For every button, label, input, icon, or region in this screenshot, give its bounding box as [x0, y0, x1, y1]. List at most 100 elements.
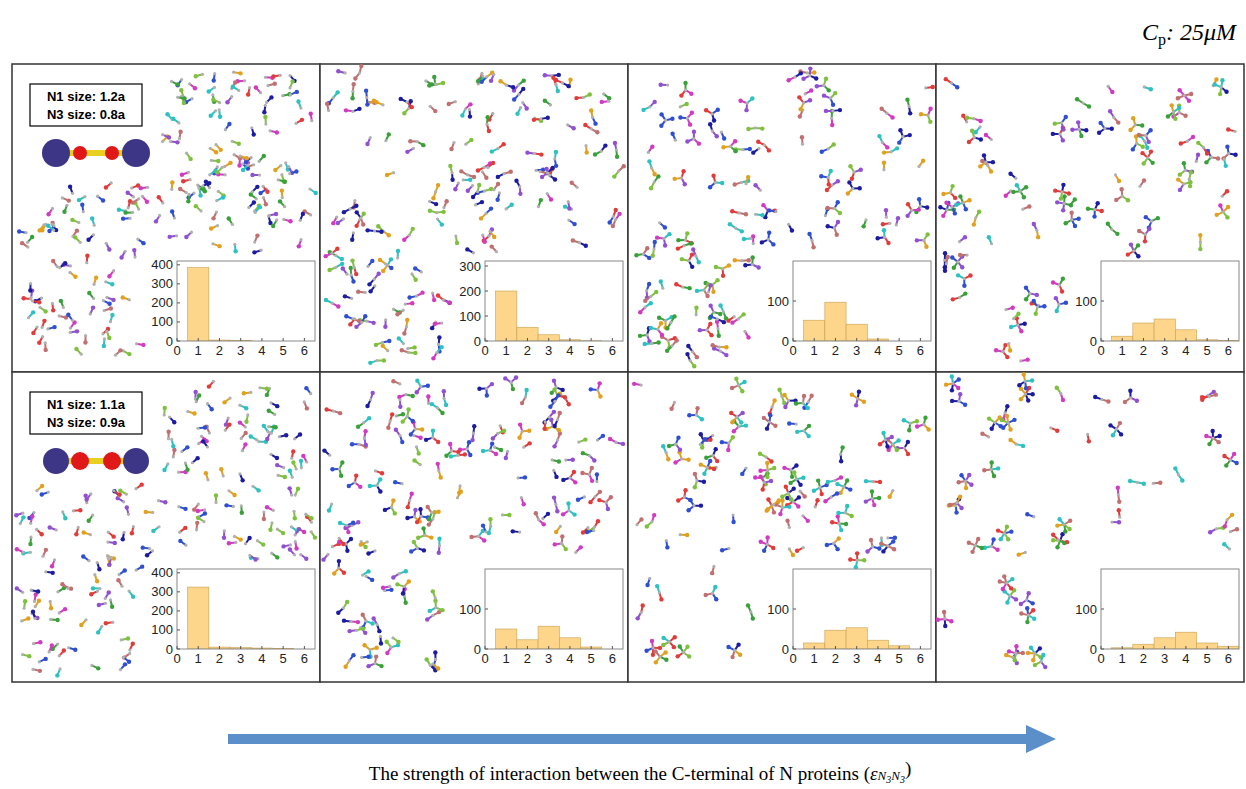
molecule-core — [642, 252, 645, 255]
x-tick-label: 2 — [216, 343, 223, 358]
molecule-core — [175, 234, 178, 237]
molecule-head — [593, 121, 597, 125]
molecule-head — [110, 313, 114, 317]
molecule-head — [141, 343, 145, 347]
molecule-core — [442, 298, 445, 301]
molecule-head — [121, 295, 125, 299]
molecule-head — [859, 167, 863, 171]
molecule-head — [434, 202, 438, 206]
molecule-head — [353, 76, 357, 80]
molecule-core — [737, 211, 740, 214]
x-tick-label: 6 — [917, 343, 924, 358]
molecule-core — [716, 327, 719, 330]
molecule-head — [274, 212, 278, 216]
y-tick-label: 0 — [166, 334, 173, 349]
molecule-core — [364, 291, 367, 294]
molecule-head — [667, 232, 671, 236]
molecule-core — [485, 123, 488, 126]
molecule-head — [522, 78, 526, 82]
molecule-core — [406, 347, 409, 350]
molecule-core — [888, 222, 891, 225]
molecule-core — [279, 164, 282, 167]
molecule-head — [178, 130, 182, 134]
molecule-head — [350, 238, 354, 242]
molecule-core — [386, 349, 389, 352]
molecule-core — [729, 145, 732, 148]
molecule-head — [1189, 92, 1193, 96]
molecule-head — [344, 314, 348, 318]
molecule-head — [571, 238, 575, 242]
molecule-core — [24, 231, 27, 234]
molecule-head — [431, 196, 435, 200]
molecule-core — [213, 86, 216, 89]
molecule-core — [275, 218, 278, 221]
molecule-core — [214, 143, 217, 146]
molecule-head — [1061, 208, 1065, 212]
molecule-core — [686, 117, 689, 120]
molecule-core — [1182, 182, 1185, 185]
molecule-head — [655, 235, 659, 239]
molecule-head — [225, 100, 229, 104]
molecule-core — [645, 333, 648, 336]
molecule-head — [525, 106, 529, 110]
molecule-core — [264, 76, 267, 79]
molecule-core — [434, 190, 437, 193]
molecule-core — [79, 241, 82, 244]
molecule-head — [413, 278, 417, 282]
molecule-core — [990, 242, 993, 245]
molecule-core — [83, 195, 86, 198]
molecule-head — [1189, 170, 1193, 174]
molecule-head — [441, 210, 445, 214]
molecule-head — [471, 195, 475, 199]
molecule-head — [744, 108, 748, 112]
molecule-head — [448, 164, 452, 168]
molecule-core — [534, 169, 537, 172]
molecule-head — [1032, 222, 1036, 226]
molecule-head — [491, 161, 495, 165]
molecule-core — [649, 295, 652, 298]
molecule-head — [1119, 187, 1123, 191]
molecule-head — [101, 198, 105, 202]
molecule-core — [187, 171, 190, 174]
molecule-head — [354, 204, 358, 208]
molecule-head — [896, 216, 900, 220]
molecule-core — [103, 337, 106, 340]
molecule-core — [215, 199, 218, 202]
molecule-head — [74, 347, 78, 351]
molecule-head — [269, 95, 273, 99]
molecule-head — [663, 225, 667, 229]
molecule-head — [917, 197, 921, 201]
molecule-head — [437, 335, 441, 339]
molecule-core — [722, 310, 725, 313]
molecule-head — [835, 232, 839, 236]
molecule-head — [715, 278, 719, 282]
molecule-head — [658, 83, 662, 87]
molecule-core — [161, 140, 164, 143]
molecule-head — [231, 84, 235, 88]
molecule-head — [705, 294, 709, 298]
molecule-head — [186, 199, 190, 203]
molecule-head — [468, 178, 472, 182]
molecule-head — [154, 219, 158, 223]
molecule-head — [886, 241, 890, 245]
molecule-head — [720, 181, 724, 185]
molecule-core — [188, 82, 191, 85]
molecule-head — [989, 169, 993, 173]
molecule-core — [190, 231, 193, 234]
molecule-head — [1073, 197, 1077, 201]
molecule-head — [214, 150, 218, 154]
molecule-head — [790, 228, 794, 232]
molecule-head — [1036, 235, 1040, 239]
molecule-core — [211, 93, 214, 96]
molecule-core — [664, 319, 667, 322]
molecule-core — [294, 122, 297, 125]
molecule-core — [201, 73, 204, 76]
molecule-core — [744, 182, 747, 185]
molecule-core — [653, 180, 656, 183]
molecule-head — [490, 244, 494, 248]
molecule-head — [919, 112, 923, 116]
molecule-head — [831, 142, 835, 146]
molecule-head — [342, 210, 346, 214]
molecule-core — [885, 112, 888, 115]
molecule-head — [288, 219, 292, 223]
